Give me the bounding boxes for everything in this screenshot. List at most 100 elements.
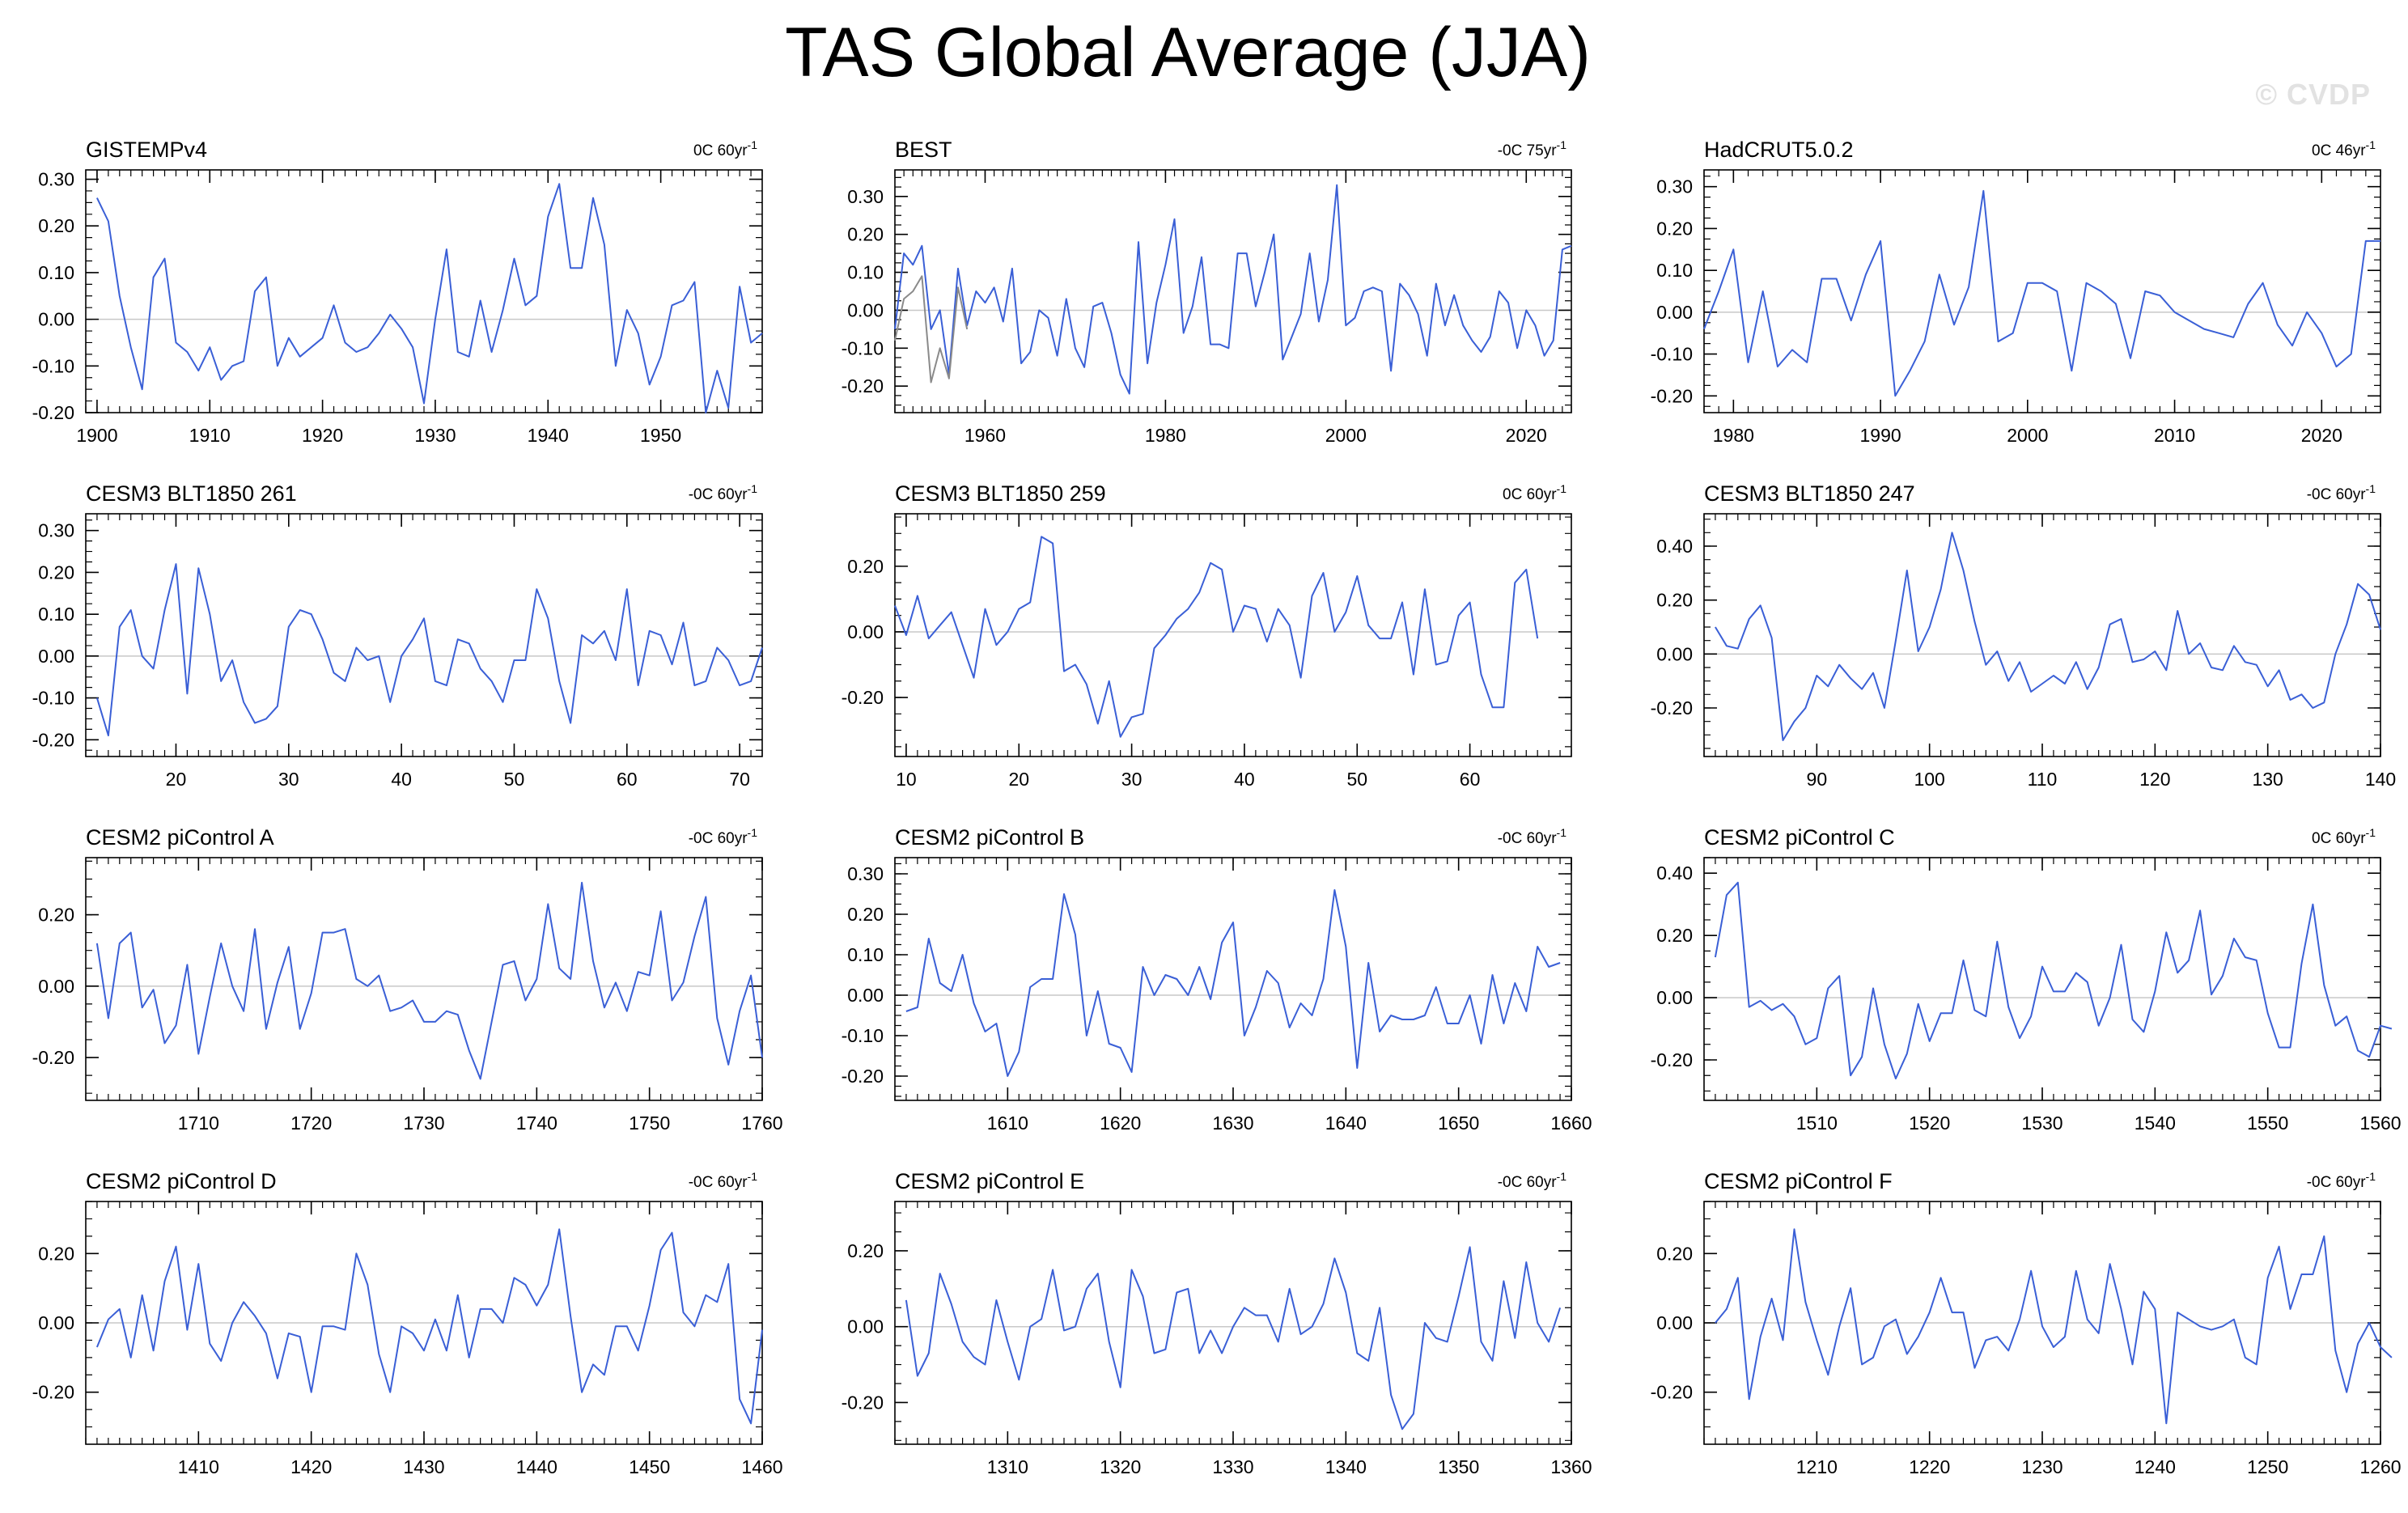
minor-ticks — [1703, 170, 2381, 413]
series-line — [894, 536, 1539, 738]
major-ticks — [895, 514, 1571, 756]
y-tick-label: 0.00 — [38, 976, 74, 997]
trend-label: -0C 60yr-1 — [689, 826, 758, 847]
y-tick-label: 0.20 — [38, 215, 74, 236]
x-tick-label: 1940 — [528, 425, 569, 446]
y-tick-label: -0.20 — [1651, 1049, 1693, 1070]
chart-panel: 1900 1910 1920 1930 1940 1950 -0.20 -0.10 0.00 0.… — [32, 138, 763, 446]
panel-title: CESM2 piControl B — [895, 825, 1084, 850]
y-tick-label: 0.20 — [847, 904, 884, 925]
series-line — [905, 1246, 1562, 1430]
x-tick-label: 2010 — [2154, 425, 2195, 446]
series-line — [95, 1228, 763, 1425]
series-line — [1703, 189, 2380, 397]
series-line — [96, 183, 763, 413]
x-tick-label: 1340 — [1325, 1456, 1367, 1477]
y-tick-label: -0.20 — [842, 1066, 884, 1087]
minor-ticks — [1703, 857, 2381, 1100]
panel-title: CESM2 piControl C — [1704, 825, 1895, 850]
x-tick-label: 1320 — [1100, 1456, 1141, 1477]
y-tick-label: 0.20 — [38, 562, 74, 583]
trend-label: -0C 75yr-1 — [1498, 138, 1567, 159]
x-tick-label: 30 — [278, 769, 299, 790]
x-tick-label: 1980 — [1145, 425, 1186, 446]
y-tick-label: 0.00 — [1656, 987, 1693, 1008]
series-line — [95, 563, 763, 737]
y-tick-label: 0.00 — [1656, 643, 1693, 664]
major-ticks — [895, 170, 1571, 413]
x-tick-label: 1950 — [640, 425, 681, 446]
minor-ticks — [894, 1202, 1572, 1444]
x-tick-label: 1410 — [178, 1456, 219, 1477]
x-tick-label: 120 — [2139, 769, 2170, 790]
x-tick-label: 1450 — [629, 1456, 670, 1477]
x-tick-label: 20 — [1008, 769, 1029, 790]
x-tick-label: 1640 — [1325, 1112, 1367, 1134]
y-tick-label: -0.10 — [1651, 344, 1693, 365]
trend-label: -0C 60yr-1 — [2307, 1170, 2376, 1191]
minor-ticks — [894, 170, 1572, 413]
x-tick-label: 2020 — [2301, 425, 2342, 446]
chart-panel: 20 30 40 50 60 70 -0.20 -0.10 0.00 0.10 0.20 0.30 CE… — [32, 481, 763, 790]
y-tick-label: 0.00 — [1656, 302, 1693, 323]
plot-frame — [85, 513, 763, 757]
y-tick-label: -0.10 — [842, 337, 884, 358]
x-tick-label: 60 — [617, 769, 638, 790]
y-tick-label: -0.20 — [842, 687, 884, 708]
y-tick-label: -0.20 — [1651, 697, 1693, 718]
plot-frame — [894, 513, 1572, 757]
plot-frame — [894, 169, 1572, 413]
y-tick-label: 0.30 — [1656, 176, 1693, 197]
chart-panel: 1960 1980 2000 2020 -0.20 -0.10 0.00 0.10 0.20 0.… — [842, 138, 1572, 446]
x-tick-label: 1220 — [1909, 1456, 1950, 1477]
x-tick-label: 1960 — [964, 425, 1006, 446]
x-tick-label: 1900 — [76, 425, 117, 446]
y-tick-label: 0.00 — [38, 309, 74, 330]
y-tick-label: 0.20 — [847, 224, 884, 245]
chart-panel: 1310 1320 1330 1340 1350 1360 -0.20 0.00 0.20 CES… — [842, 1169, 1592, 1477]
watermark: © CVDP — [2255, 78, 2371, 111]
plot-frame — [1703, 857, 2381, 1101]
x-tick-label: 10 — [896, 769, 917, 790]
x-tick-label: 1530 — [2021, 1112, 2062, 1134]
trend-label: -0C 60yr-1 — [1498, 826, 1567, 847]
x-tick-label: 1210 — [1796, 1456, 1838, 1477]
y-tick-label: 0.00 — [847, 985, 884, 1006]
x-tick-label: 1420 — [290, 1456, 332, 1477]
y-tick-label: -0.20 — [842, 375, 884, 396]
x-tick-label: 1240 — [2135, 1456, 2176, 1477]
chart-panel: 1980 1990 2000 2010 2020 -0.20 -0.10 0.00 0.10 0.… — [1651, 138, 2381, 446]
x-tick-label: 110 — [2028, 769, 2058, 790]
x-tick-label: 100 — [1914, 769, 1944, 790]
series-line-secondary — [894, 275, 969, 384]
x-tick-label: 1920 — [302, 425, 343, 446]
x-tick-label: 1430 — [403, 1456, 444, 1477]
x-tick-label: 1710 — [178, 1112, 219, 1134]
y-tick-label: 0.00 — [847, 621, 884, 642]
y-tick-label: 0.00 — [38, 1312, 74, 1333]
x-tick-label: 1980 — [1713, 425, 1754, 446]
x-tick-label: 40 — [1234, 769, 1255, 790]
panel-title: CESM3 BLT1850 261 — [86, 481, 297, 506]
y-tick-label: -0.20 — [1651, 385, 1693, 406]
x-tick-label: 40 — [391, 769, 412, 790]
y-tick-label: -0.10 — [32, 688, 74, 709]
y-tick-label: 0.20 — [38, 1243, 74, 1264]
major-ticks — [86, 858, 763, 1100]
major-ticks — [895, 858, 1572, 1100]
chart-panel: 1710 1720 1730 1740 1750 1760 -0.20 0.00 0.20 CES… — [32, 825, 783, 1134]
chart-panel: 1410 1420 1430 1440 1450 1460 -0.20 0.00 0.20 CES… — [32, 1169, 783, 1477]
y-tick-label: -0.10 — [842, 1025, 884, 1046]
y-tick-label: 0.10 — [847, 944, 884, 965]
trend-label: 0C 60yr-1 — [1503, 482, 1566, 503]
minor-ticks — [894, 514, 1572, 756]
y-tick-label: 0.10 — [38, 604, 74, 625]
x-tick-label: 70 — [729, 769, 750, 790]
major-ticks — [1704, 858, 2381, 1100]
x-tick-label: 1630 — [1212, 1112, 1253, 1134]
y-tick-label: 0.20 — [1656, 218, 1693, 239]
plot-frame — [1703, 513, 2381, 757]
y-tick-label: -0.20 — [32, 1382, 74, 1403]
x-tick-label: 140 — [2365, 769, 2396, 790]
y-tick-label: 0.40 — [1656, 862, 1693, 884]
